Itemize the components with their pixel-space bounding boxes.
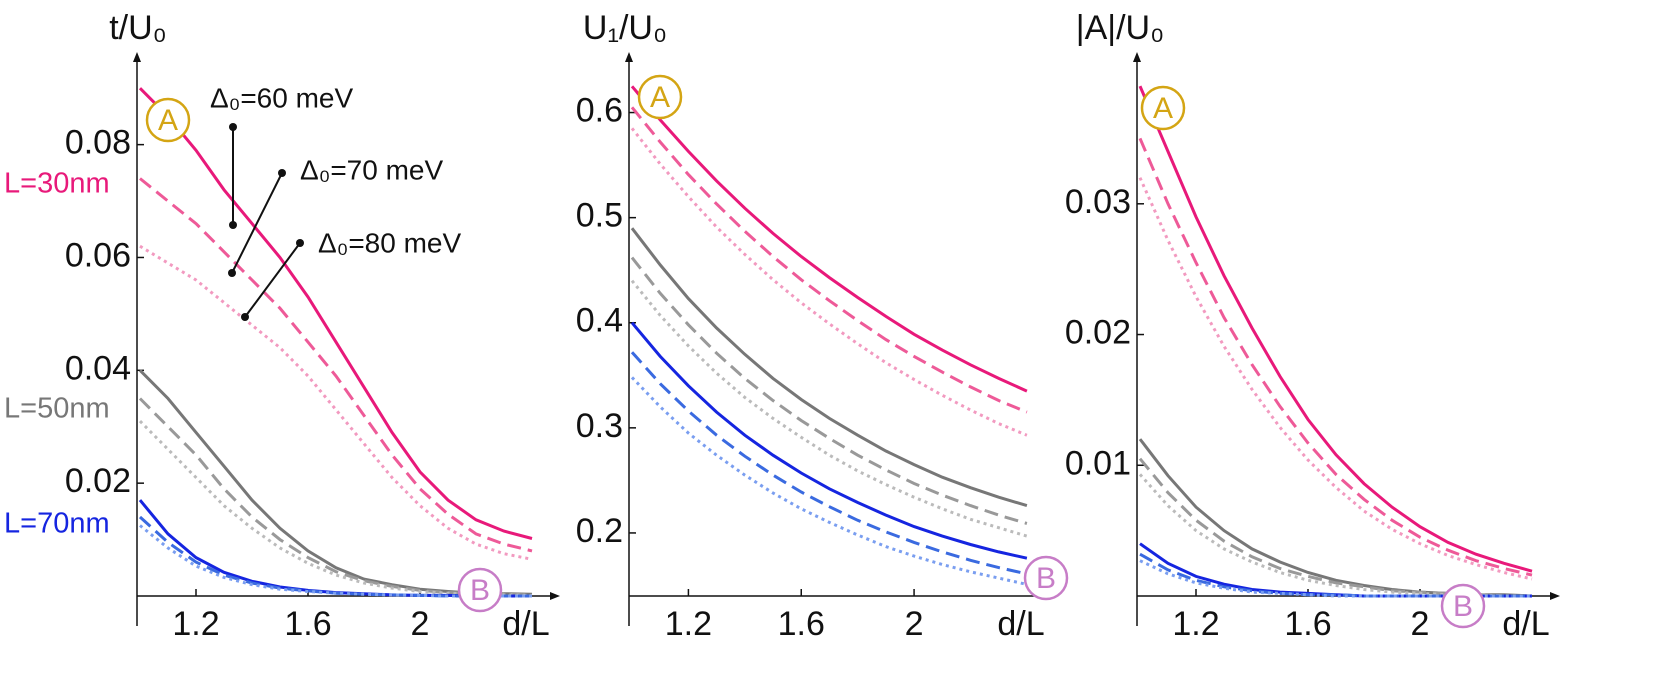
curve — [630, 256, 1028, 525]
annotation-dot — [278, 169, 286, 177]
annotation-pointer — [244, 242, 301, 318]
annotation-dot — [229, 221, 237, 229]
y-tick-label: 0.02 — [1065, 314, 1131, 352]
marker-circle — [145, 97, 191, 143]
x-axis-arrow — [550, 592, 560, 600]
y-axis-title: |A|/U₀ — [1076, 9, 1164, 47]
marker-circle — [1440, 583, 1486, 629]
annotation-dot — [296, 239, 304, 247]
curve — [138, 420, 533, 597]
marker-circle — [457, 567, 503, 613]
marker-label: B — [470, 574, 490, 607]
y-axis-title: U₁/U₀ — [583, 9, 667, 47]
y-tick-label: 0.6 — [576, 92, 623, 130]
marker-label: B — [1036, 562, 1056, 595]
x-tick-label: 1.6 — [284, 605, 331, 643]
y-tick-label: 0.01 — [1065, 444, 1131, 482]
x-axis-title: d/L — [997, 605, 1044, 643]
curve — [139, 244, 533, 561]
curve — [1138, 137, 1533, 577]
group-label: L=30nm — [4, 168, 110, 200]
marker-circle — [1023, 555, 1069, 601]
annotation: Δ₀=60 meV — [210, 82, 353, 113]
group-label: L=50nm — [4, 393, 110, 425]
curve — [1138, 85, 1533, 573]
curve — [139, 177, 533, 553]
y-tick-label: 0.06 — [65, 236, 131, 274]
curve — [630, 106, 1028, 414]
curve — [630, 351, 1028, 576]
curve — [138, 87, 533, 540]
y-tick-label: 0.2 — [576, 512, 623, 550]
y-axis-arrow — [625, 52, 633, 62]
marker-circle — [637, 74, 683, 120]
x-axis-title: d/L — [1502, 605, 1549, 643]
annotation: Δ₀=80 meV — [318, 227, 461, 258]
y-tick-label: 0.08 — [65, 124, 131, 162]
group-label: L=70nm — [4, 508, 110, 540]
marker-label: A — [158, 104, 178, 137]
y-tick-label: 0.4 — [576, 302, 623, 340]
curve — [138, 397, 533, 597]
x-tick-label: 1.2 — [1172, 605, 1219, 643]
annotation-dot — [228, 269, 236, 277]
marker-circle — [1140, 85, 1186, 131]
marker-label: B — [1453, 590, 1473, 623]
annotation-dot — [229, 123, 237, 131]
curve — [630, 227, 1028, 508]
annotation-dot — [241, 313, 249, 321]
y-tick-label: 0.3 — [576, 407, 623, 445]
annotation: Δ₀=70 meV — [300, 154, 443, 185]
curve — [1138, 438, 1533, 598]
x-tick-label: 2 — [411, 605, 430, 643]
x-tick-label: 2 — [905, 605, 924, 643]
curve — [1138, 473, 1532, 598]
x-tick-label: 1.2 — [665, 605, 712, 643]
y-tick-label: 0.04 — [65, 349, 131, 387]
y-tick-label: 0.5 — [576, 197, 623, 235]
curve — [630, 376, 1028, 586]
x-axis-arrow — [1550, 592, 1560, 600]
x-tick-label: 1.6 — [778, 605, 825, 643]
curve — [630, 85, 1028, 393]
x-tick-label: 2 — [1411, 605, 1430, 643]
curve — [1138, 177, 1533, 581]
y-tick-label: 0.03 — [1065, 183, 1131, 221]
y-axis-arrow — [133, 52, 141, 62]
curve — [1138, 457, 1532, 598]
y-axis-arrow — [1133, 52, 1141, 62]
annotation-pointer — [231, 172, 283, 274]
x-tick-label: 1.6 — [1284, 605, 1331, 643]
marker-label: A — [650, 81, 670, 114]
x-axis-title: d/L — [502, 605, 549, 643]
curve — [630, 321, 1028, 560]
marker-label: A — [1153, 92, 1173, 125]
curve — [1139, 552, 1532, 598]
y-axis-title: t/U₀ — [109, 9, 167, 47]
x-tick-label: 1.2 — [172, 605, 219, 643]
y-tick-label: 0.02 — [65, 462, 131, 500]
curve — [630, 279, 1028, 538]
